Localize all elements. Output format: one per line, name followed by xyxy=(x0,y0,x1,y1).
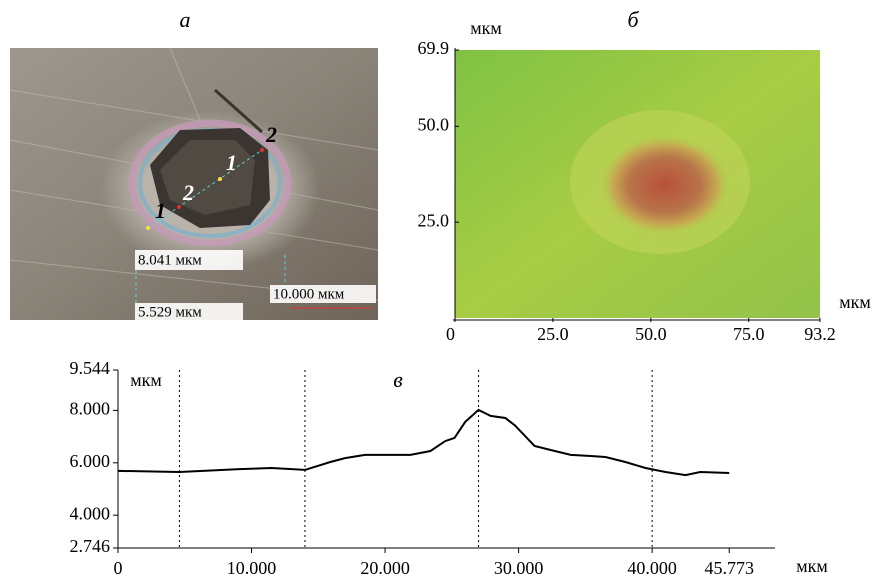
annotation: 10.000 мкм xyxy=(273,286,345,302)
x-tick-label: 0 xyxy=(446,324,455,344)
point-label: 1 xyxy=(155,198,166,223)
point-label: 2 xyxy=(182,180,194,205)
x-tick-label: 0 xyxy=(114,558,123,578)
y-tick-label: 8.000 xyxy=(70,399,111,419)
panel-label: а xyxy=(180,7,191,32)
y-axis-label: мкм xyxy=(470,18,502,38)
y-tick-label: 4.000 xyxy=(70,503,111,523)
y-tick-label: 50.0 xyxy=(418,114,450,134)
point-label: 2 xyxy=(265,122,277,147)
panel-label: в xyxy=(393,367,403,392)
x-tick-label: 25.0 xyxy=(537,324,569,344)
x-tick-label: 75.0 xyxy=(733,324,765,344)
x-tick-label: 93.2 xyxy=(804,324,836,344)
x-axis-label: мкм xyxy=(796,556,828,576)
y-tick-label: 25.0 xyxy=(418,210,450,230)
y-tick-label: 6.000 xyxy=(70,451,111,471)
photo xyxy=(10,48,378,321)
y-tick-label: 2.746 xyxy=(70,536,111,556)
annotation: 5.529 мкм xyxy=(138,304,202,320)
map-blob xyxy=(600,135,730,235)
panel-label: б xyxy=(627,7,639,32)
x-axis-label: мкм xyxy=(839,292,871,312)
x-tick-label: 45.773 xyxy=(704,558,754,578)
annotation: 8.041 мкм xyxy=(138,252,202,268)
point-label: 1 xyxy=(226,150,237,175)
x-tick-label: 40.000 xyxy=(627,558,677,578)
y-tick-label: 69.9 xyxy=(418,38,450,58)
x-tick-label: 50.0 xyxy=(635,324,667,344)
profile-line xyxy=(118,410,729,475)
y-axis-label: мкм xyxy=(130,370,162,390)
x-tick-label: 20.000 xyxy=(360,558,410,578)
figure: а 1 2 1 2 8.041 мкм 5.529 мкм 10.000 мкм… xyxy=(0,0,883,581)
x-tick-label: 10.000 xyxy=(227,558,277,578)
x-tick-label: 30.000 xyxy=(494,558,544,578)
y-tick-label: 9.544 xyxy=(70,358,111,378)
